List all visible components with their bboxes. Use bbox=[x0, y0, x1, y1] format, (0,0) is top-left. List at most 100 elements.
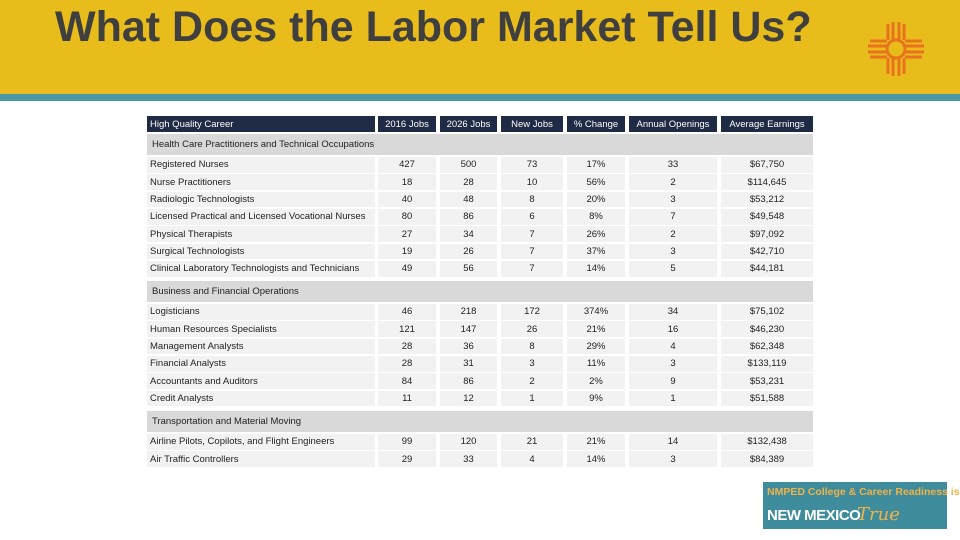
career-name: Physical Therapists bbox=[147, 226, 375, 242]
data-cell: $46,230 bbox=[721, 321, 813, 338]
career-name: Accountants and Auditors bbox=[147, 373, 375, 390]
data-cell: 86 bbox=[440, 208, 497, 225]
header-band bbox=[0, 0, 960, 94]
data-cell: 7 bbox=[629, 208, 717, 225]
data-cell: 33 bbox=[629, 157, 717, 173]
data-cell: 8 bbox=[501, 191, 563, 208]
data-cell: 84 bbox=[378, 373, 436, 390]
data-cell: 3 bbox=[629, 191, 717, 208]
data-cell: $53,212 bbox=[721, 191, 813, 208]
data-cell: 33 bbox=[440, 451, 497, 467]
logo-state: NEW MEXICO bbox=[767, 507, 861, 524]
career-name: Airline Pilots, Copilots, and Flight Eng… bbox=[147, 433, 375, 450]
data-cell: 26 bbox=[440, 243, 497, 260]
data-cell: 21% bbox=[567, 433, 625, 450]
data-cell: 28 bbox=[378, 338, 436, 355]
data-cell: $51,588 bbox=[721, 390, 813, 407]
data-cell: 3 bbox=[629, 451, 717, 467]
data-cell: $49,548 bbox=[721, 208, 813, 225]
data-cell: $114,645 bbox=[721, 174, 813, 191]
data-cell: 500 bbox=[440, 157, 497, 173]
data-cell: 3 bbox=[629, 243, 717, 260]
column-header: Average Earnings bbox=[721, 116, 813, 132]
data-cell: 46 bbox=[378, 304, 436, 320]
data-cell: 2 bbox=[501, 373, 563, 390]
data-cell: $75,102 bbox=[721, 304, 813, 320]
career-name: Financial Analysts bbox=[147, 356, 375, 372]
data-cell: 5 bbox=[629, 260, 717, 277]
data-cell: 2 bbox=[629, 226, 717, 242]
data-cell: 374% bbox=[567, 304, 625, 320]
data-cell: 1 bbox=[629, 390, 717, 407]
zia-symbol bbox=[868, 22, 924, 76]
section-header: Health Care Practitioners and Technical … bbox=[147, 134, 813, 155]
data-cell: 427 bbox=[378, 157, 436, 173]
data-cell: $84,389 bbox=[721, 451, 813, 467]
data-cell: 86 bbox=[440, 373, 497, 390]
data-cell: $62,348 bbox=[721, 338, 813, 355]
data-cell: 12 bbox=[440, 390, 497, 407]
data-cell: 21 bbox=[501, 433, 563, 450]
section-header: Transportation and Material Moving bbox=[147, 410, 813, 432]
data-cell: 8 bbox=[501, 338, 563, 355]
column-header: 2026 Jobs bbox=[440, 116, 497, 132]
slide-title: What Does the Labor Market Tell Us? bbox=[55, 3, 812, 51]
data-cell: 29 bbox=[378, 451, 436, 467]
data-cell: 27 bbox=[378, 226, 436, 242]
data-cell: 14% bbox=[567, 260, 625, 277]
career-name: Human Resources Specialists bbox=[147, 321, 375, 338]
logo-word: True bbox=[857, 504, 900, 525]
data-cell: 9% bbox=[567, 390, 625, 407]
career-name: Registered Nurses bbox=[147, 157, 375, 173]
data-cell: 4 bbox=[501, 451, 563, 467]
data-cell: 31 bbox=[440, 356, 497, 372]
data-cell: 26 bbox=[501, 321, 563, 338]
data-cell: 6 bbox=[501, 208, 563, 225]
data-cell: 73 bbox=[501, 157, 563, 173]
data-cell: 2 bbox=[629, 174, 717, 191]
data-cell: 7 bbox=[501, 243, 563, 260]
data-cell: 18 bbox=[378, 174, 436, 191]
data-cell: 11 bbox=[378, 390, 436, 407]
data-cell: 7 bbox=[501, 260, 563, 277]
column-header: Annual Openings bbox=[629, 116, 717, 132]
data-cell: 28 bbox=[378, 356, 436, 372]
career-name: Clinical Laboratory Technologists and Te… bbox=[147, 260, 375, 277]
career-name: Licensed Practical and Licensed Vocation… bbox=[147, 208, 375, 225]
data-cell: $67,750 bbox=[721, 157, 813, 173]
data-cell: 36 bbox=[440, 338, 497, 355]
logo: NMPED College & Career Readiness is NEW … bbox=[763, 482, 960, 529]
header-rule bbox=[0, 94, 960, 101]
column-header: % Change bbox=[567, 116, 625, 132]
column-header: High Quality Career bbox=[147, 116, 375, 132]
data-cell: 16 bbox=[629, 321, 717, 338]
data-cell: 3 bbox=[629, 356, 717, 372]
career-name: Logisticians bbox=[147, 304, 375, 320]
data-cell: 4 bbox=[629, 338, 717, 355]
data-cell: 80 bbox=[378, 208, 436, 225]
data-cell: 34 bbox=[440, 226, 497, 242]
data-cell: 19 bbox=[378, 243, 436, 260]
data-cell: 7 bbox=[501, 226, 563, 242]
data-cell: 10 bbox=[501, 174, 563, 191]
data-cell: 14 bbox=[629, 433, 717, 450]
data-cell: $42,710 bbox=[721, 243, 813, 260]
data-cell: 37% bbox=[567, 243, 625, 260]
data-cell: 121 bbox=[378, 321, 436, 338]
data-cell: 8% bbox=[567, 208, 625, 225]
data-cell: $44,181 bbox=[721, 260, 813, 277]
data-cell: 2% bbox=[567, 373, 625, 390]
data-cell: 99 bbox=[378, 433, 436, 450]
data-cell: 34 bbox=[629, 304, 717, 320]
career-name: Radiologic Technologists bbox=[147, 191, 375, 208]
data-cell: 49 bbox=[378, 260, 436, 277]
logo-tagline: NMPED College & Career Readiness is bbox=[767, 486, 960, 498]
data-cell: 1 bbox=[501, 390, 563, 407]
data-cell: 120 bbox=[440, 433, 497, 450]
data-cell: 21% bbox=[567, 321, 625, 338]
data-cell: 28 bbox=[440, 174, 497, 191]
career-name: Air Traffic Controllers bbox=[147, 451, 375, 467]
data-cell: 40 bbox=[378, 191, 436, 208]
data-cell: 14% bbox=[567, 451, 625, 467]
